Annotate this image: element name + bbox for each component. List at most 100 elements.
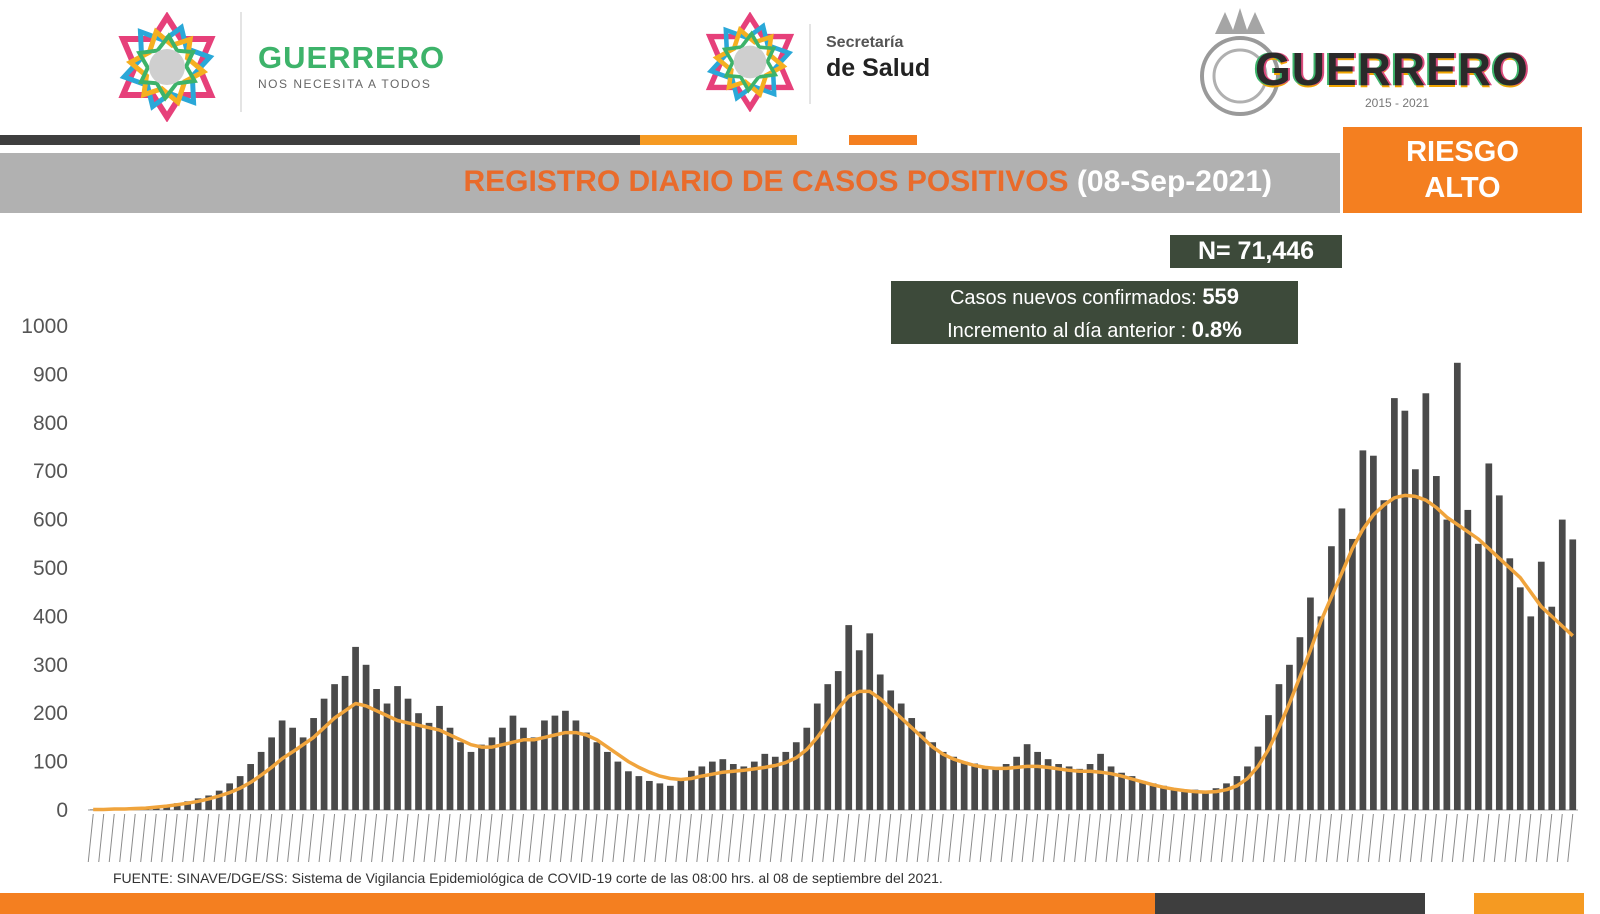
increment-row: Incremento al día anterior : 0.8%: [891, 314, 1298, 347]
bar: [876, 674, 884, 810]
x-tick-mark: [717, 813, 724, 863]
bar: [929, 742, 937, 810]
bar: [509, 715, 517, 810]
bar: [1170, 788, 1178, 810]
guerrero-star-logo-center: [700, 12, 800, 112]
x-tick-mark: [958, 813, 965, 863]
bar: [1275, 684, 1283, 810]
new-cases-row: Casos nuevos confirmados: 559: [891, 281, 1298, 314]
x-tick-mark: [1147, 813, 1154, 863]
bar: [1569, 539, 1577, 810]
bar: [184, 801, 192, 810]
x-tick-mark: [161, 813, 168, 863]
new-cases-label: Casos nuevos confirmados:: [949, 287, 1197, 309]
bar: [803, 727, 811, 810]
bar: [813, 703, 821, 810]
bar: [1076, 768, 1083, 810]
bar: [1537, 561, 1545, 810]
bar: [268, 737, 275, 810]
y-tick-label: 100: [33, 751, 68, 774]
guerrero-star-logo-left: [118, 12, 216, 122]
x-tick-mark: [780, 813, 787, 863]
bar: [635, 776, 643, 810]
x-tick-mark: [927, 813, 934, 863]
bar: [1002, 764, 1010, 810]
x-tick-mark: [1504, 813, 1511, 863]
daily-cases-chart: 0 100 200 300 400 500 600 700 800 900 1000: [21, 315, 1578, 863]
bar: [583, 732, 590, 810]
header-strip-dark: [0, 135, 640, 145]
x-tick-mark: [1231, 813, 1238, 863]
bar: [436, 705, 443, 810]
bar: [614, 761, 622, 810]
x-tick-mark: [580, 813, 587, 863]
risk-line1: RIESGO: [1406, 136, 1519, 168]
x-tick-mark: [1273, 813, 1280, 863]
x-tick-mark: [1074, 813, 1081, 863]
header-divider: [240, 12, 242, 112]
x-tick-mark: [98, 813, 105, 863]
y-tick-label: 400: [33, 605, 68, 628]
x-tick-mark: [392, 813, 399, 863]
x-tick-mark: [549, 813, 556, 863]
bar: [278, 720, 286, 810]
bar: [383, 703, 391, 810]
x-tick-mark: [213, 813, 220, 863]
x-tick-mark: [1294, 813, 1301, 863]
x-tick-mark: [1430, 813, 1437, 863]
x-tick-mark: [685, 813, 692, 863]
x-tick-mark: [1388, 813, 1395, 863]
x-tick-mark: [486, 813, 493, 863]
title-main: REGISTRO DIARIO DE CASOS POSITIVOS: [463, 165, 1069, 198]
bar: [1034, 751, 1041, 810]
bar: [971, 763, 979, 810]
x-tick-mark: [339, 813, 346, 863]
bar: [331, 684, 338, 810]
x-tick-mark: [1336, 813, 1343, 863]
bar: [1149, 783, 1157, 810]
x-tick-mark: [633, 813, 640, 863]
bar: [1380, 500, 1388, 810]
bar: [1401, 410, 1409, 810]
left-brand-tagline: NOS NECESITA A TODOS: [258, 77, 432, 91]
x-tick-mark: [654, 813, 661, 863]
risk-line2: ALTO: [1424, 172, 1501, 204]
x-tick-mark: [423, 813, 430, 863]
bar: [173, 803, 181, 810]
x-tick-mark: [129, 813, 136, 863]
x-tick-mark: [1126, 813, 1133, 863]
x-tick-mark: [979, 813, 986, 863]
x-tick-mark: [822, 813, 829, 863]
bar: [457, 742, 464, 810]
x-tick-mark: [276, 813, 283, 863]
bar: [194, 798, 202, 810]
right-brand: GUERRERO 2015 - 2021: [1195, 4, 1545, 129]
x-tick-mark: [664, 813, 671, 863]
bar: [1202, 790, 1209, 810]
x-tick-mark: [864, 813, 871, 863]
bar: [362, 664, 370, 810]
bar: [299, 737, 307, 810]
bar: [667, 785, 674, 810]
x-tick-mark: [538, 813, 545, 863]
bar: [677, 780, 685, 810]
y-tick-label: 600: [33, 509, 68, 532]
left-brand-name: GUERRERO: [258, 40, 446, 75]
bar: [541, 720, 548, 810]
bar: [1023, 744, 1031, 810]
bar: [1338, 508, 1346, 810]
x-tick-mark: [591, 813, 598, 863]
x-tick-mark: [413, 813, 420, 863]
center-brand-line1: Secretaría: [826, 34, 904, 51]
bar: [446, 727, 454, 810]
bar: [593, 742, 601, 810]
y-tick-label: 500: [33, 557, 68, 580]
x-tick-mark: [1116, 813, 1123, 863]
bar: [719, 759, 727, 810]
x-tick-mark: [150, 813, 157, 863]
x-tick-mark: [455, 813, 461, 863]
x-tick-mark: [853, 813, 860, 863]
bar: [855, 650, 863, 810]
bar: [520, 727, 527, 810]
bar: [352, 646, 359, 810]
